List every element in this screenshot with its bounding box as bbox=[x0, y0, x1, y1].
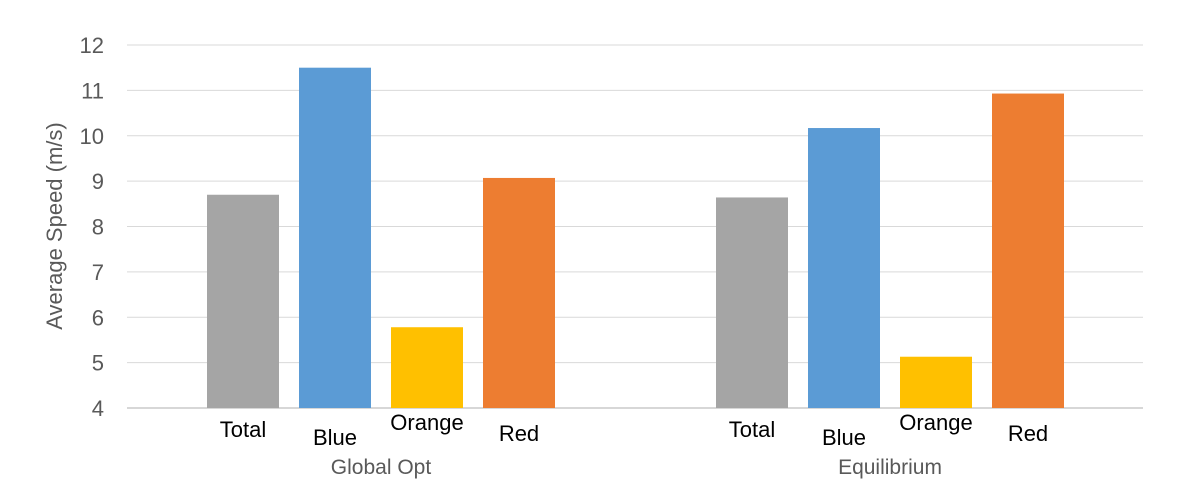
group-labels: Global Opt Equilibrium bbox=[331, 456, 942, 479]
y-tick-label: 8 bbox=[92, 215, 104, 240]
bar-global-opt-red bbox=[483, 177, 555, 408]
y-tick-label: 5 bbox=[92, 351, 104, 376]
bar-equilibrium-red bbox=[992, 93, 1064, 409]
y-tick-label: 10 bbox=[80, 124, 104, 149]
category-label: Total bbox=[220, 417, 266, 442]
group-label: Global Opt bbox=[331, 456, 432, 479]
category-label: Orange bbox=[390, 410, 463, 435]
bar-equilibrium-total bbox=[716, 197, 788, 408]
category-label: Blue bbox=[822, 425, 866, 450]
y-tick-label: 6 bbox=[92, 305, 104, 330]
group-label: Equilibrium bbox=[838, 456, 942, 479]
bar-equilibrium-orange bbox=[900, 356, 972, 408]
bar-global-opt-blue bbox=[299, 67, 371, 408]
category-label: Blue bbox=[313, 425, 357, 450]
y-tick-label: 4 bbox=[92, 396, 104, 421]
bar-equilibrium-blue bbox=[808, 128, 880, 408]
category-labels: Total Blue Orange Red Total Blue Orange Red bbox=[220, 410, 1048, 450]
bars bbox=[207, 67, 1064, 409]
category-label: Red bbox=[499, 421, 539, 446]
y-tick-labels: 4 5 6 7 8 9 10 11 12 bbox=[80, 33, 104, 421]
y-tick-label: 7 bbox=[92, 260, 104, 285]
category-label: Total bbox=[729, 417, 775, 442]
category-label: Orange bbox=[899, 410, 972, 435]
y-tick-label: 11 bbox=[81, 78, 104, 103]
y-axis-label: Average Speed (m/s) bbox=[42, 122, 67, 329]
bar-global-opt-orange bbox=[391, 327, 463, 408]
category-label: Red bbox=[1008, 421, 1048, 446]
y-tick-label: 9 bbox=[92, 169, 104, 194]
gridlines bbox=[127, 44, 1143, 409]
y-tick-label: 12 bbox=[80, 33, 104, 58]
bar-global-opt-total bbox=[207, 194, 279, 408]
